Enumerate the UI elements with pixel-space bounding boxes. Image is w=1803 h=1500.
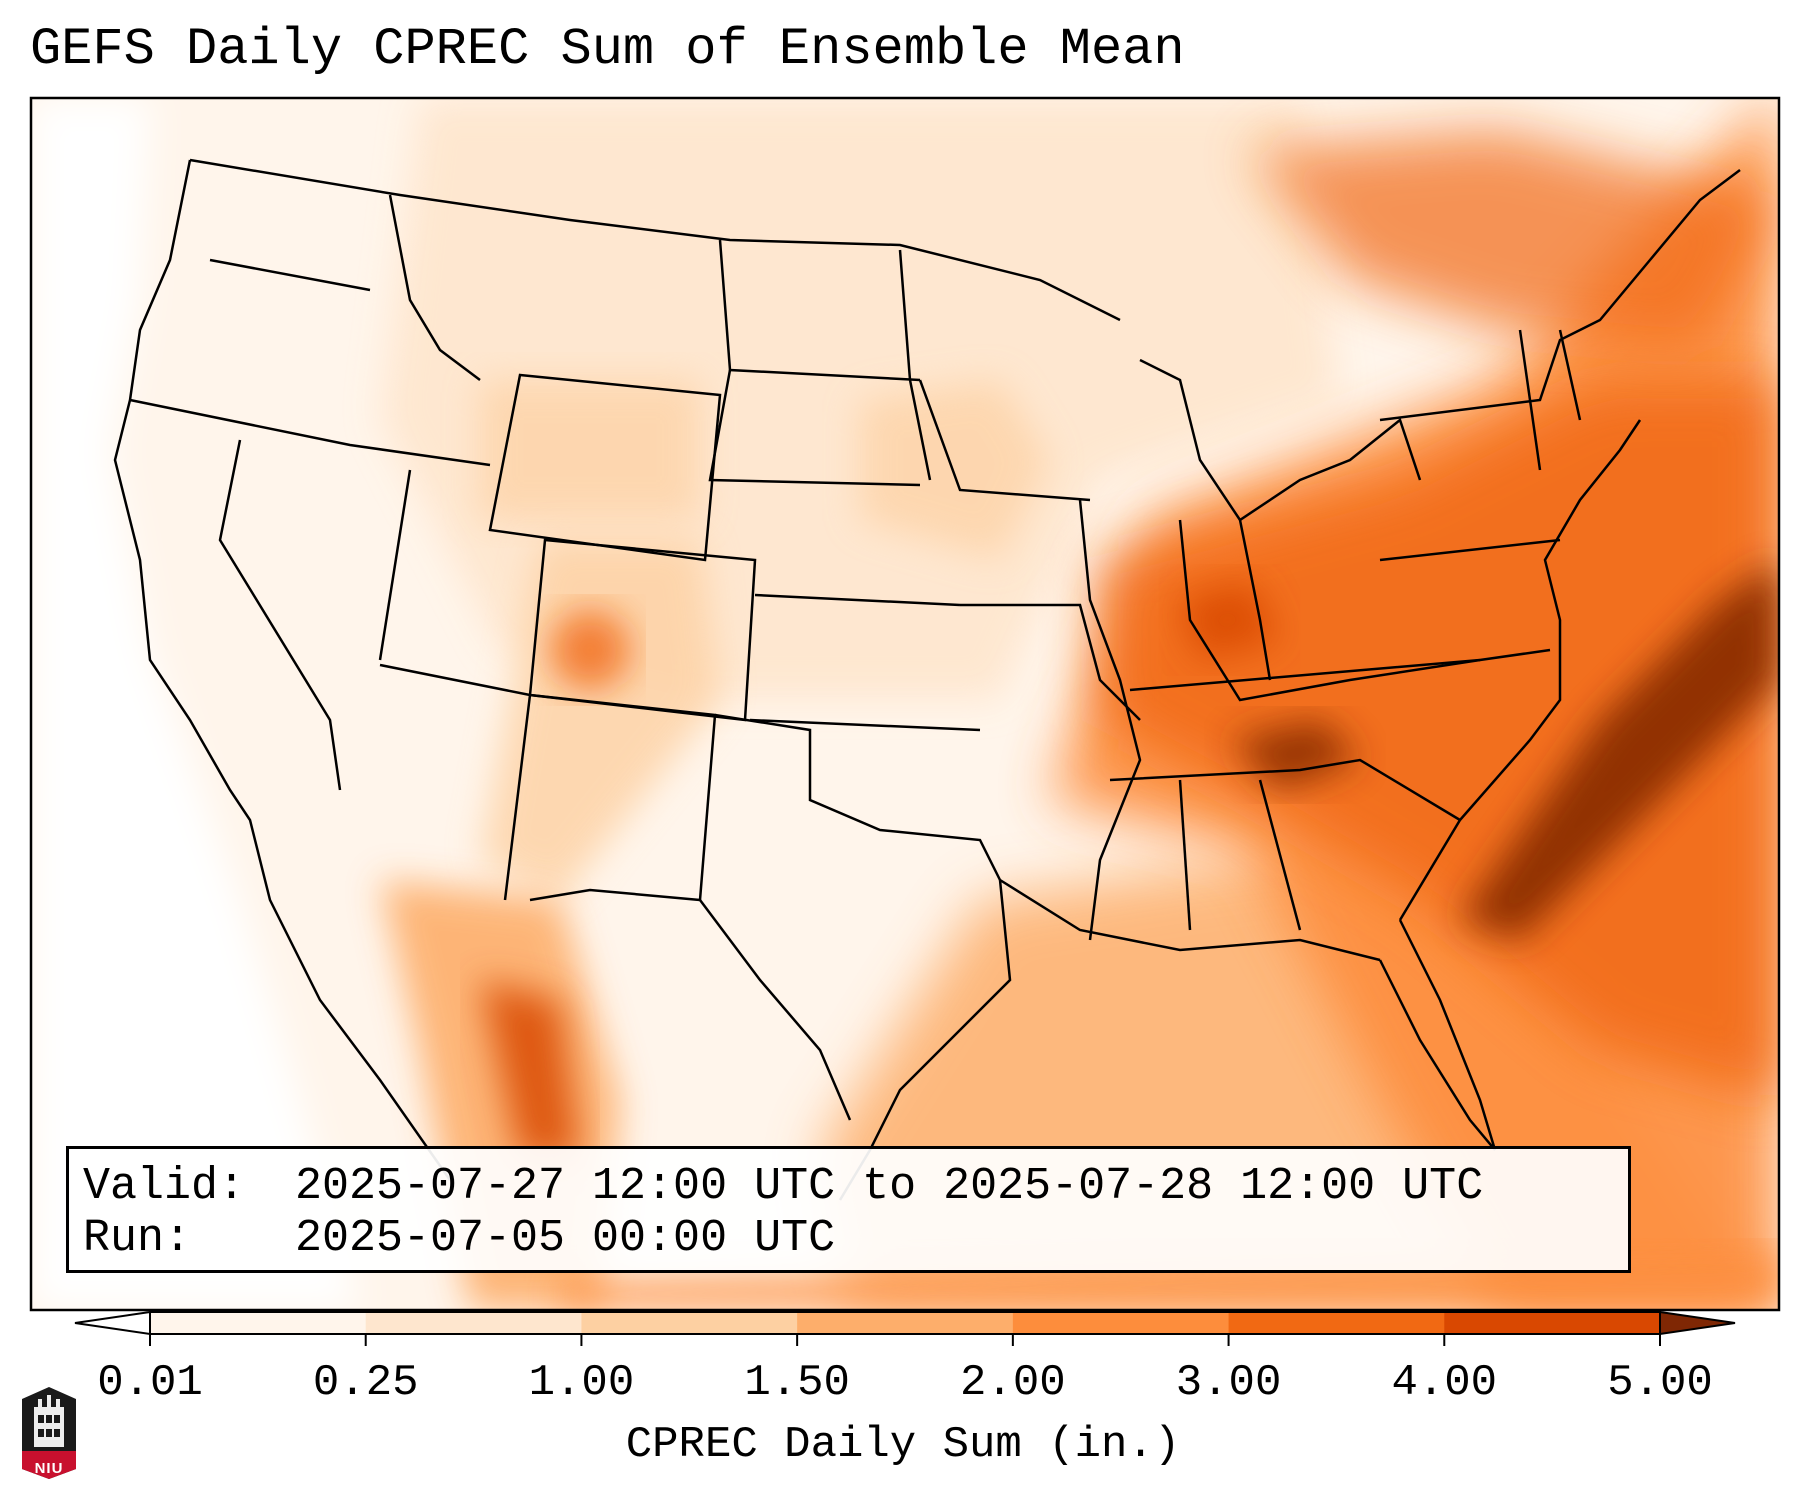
page-title: GEFS Daily CPREC Sum of Ensemble Mean bbox=[30, 20, 1185, 79]
colorbar-outline bbox=[149, 1311, 1661, 1335]
run-key: Run: bbox=[83, 1213, 192, 1264]
logo-text: NIU bbox=[34, 1460, 64, 1477]
colorbar-tick-label: 1.50 bbox=[744, 1358, 850, 1408]
colorbar-segment bbox=[581, 1312, 798, 1334]
colorbar-segment bbox=[1228, 1312, 1445, 1334]
run-line: Run: 2025-07-05 00:00 UTC bbox=[83, 1213, 835, 1264]
valid-key: Valid: bbox=[83, 1161, 246, 1212]
run-value: 2025-07-05 00:00 UTC bbox=[295, 1213, 836, 1264]
colorbar-tick-label: 5.00 bbox=[1607, 1358, 1713, 1408]
colorbar-label: CPREC Daily Sum (in.) bbox=[625, 1420, 1181, 1470]
colorbar-segment bbox=[797, 1312, 1014, 1334]
colorbar-tick-label: 4.00 bbox=[1391, 1358, 1498, 1408]
colorbar-tick-label: 0.01 bbox=[97, 1358, 203, 1408]
niu-logo: NIU bbox=[20, 1385, 78, 1481]
colorbar-tick-label: 0.25 bbox=[312, 1358, 419, 1408]
colorbar-tick-label: 1.00 bbox=[528, 1358, 635, 1408]
colorbar-under-arrow bbox=[74, 1310, 151, 1336]
precip-field bbox=[31, 98, 1779, 1310]
state-borders bbox=[113, 158, 1741, 1201]
valid-line: Valid: 2025-07-27 12:00 UTC to 2025-07-28… bbox=[83, 1161, 1483, 1212]
colorbar-segment bbox=[150, 1312, 367, 1334]
colorbar-segment bbox=[1444, 1312, 1661, 1334]
colorbar-tick-label: 3.00 bbox=[1175, 1358, 1282, 1408]
valid-run-box: Valid: 2025-07-27 12:00 UTC to 2025-07-28… bbox=[66, 1146, 1631, 1273]
colorbar-tick-label: 2.00 bbox=[960, 1358, 1066, 1408]
colorbar bbox=[74, 1310, 1736, 1346]
colorbar-segment bbox=[365, 1312, 582, 1334]
map-frame bbox=[29, 96, 1781, 1312]
valid-value: 2025-07-27 12:00 UTC to 2025-07-28 12:00… bbox=[295, 1161, 1484, 1212]
colorbar-over-arrow bbox=[1659, 1310, 1736, 1336]
colorbar-segment bbox=[1012, 1312, 1230, 1334]
